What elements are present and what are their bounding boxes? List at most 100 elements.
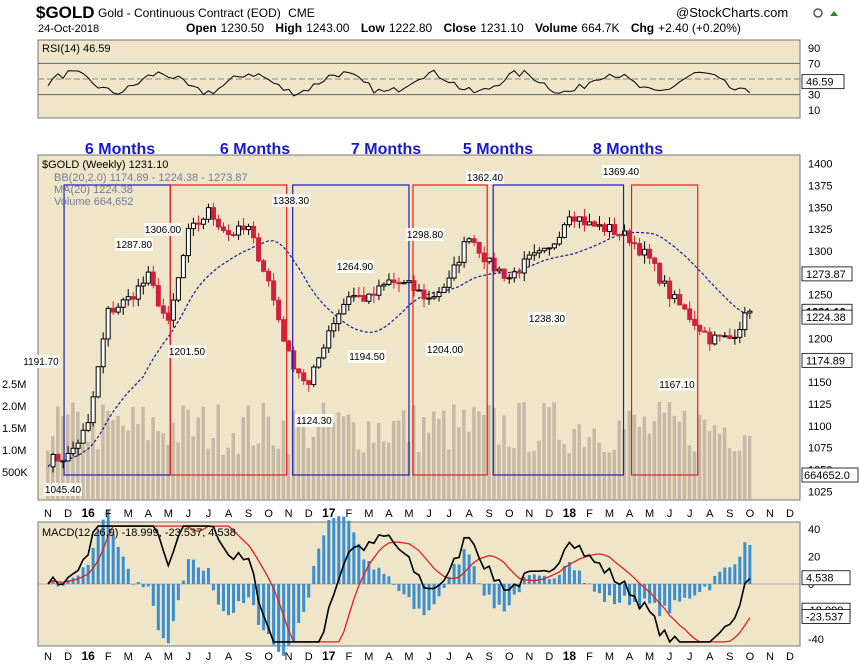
volume-bar xyxy=(507,446,511,500)
macd-histogram-bar xyxy=(412,584,416,609)
candle-body xyxy=(80,429,86,444)
price-tick-label: 1300 xyxy=(808,246,832,258)
volume-bar xyxy=(587,437,591,500)
price-annotation: 1362.40 xyxy=(467,173,504,184)
volume-bar xyxy=(567,453,571,500)
volume-bar xyxy=(291,410,296,500)
volume-bar xyxy=(717,433,722,500)
price-tick-label: 1250 xyxy=(808,290,832,302)
volume-bar xyxy=(141,406,145,500)
macd-histogram-bar xyxy=(492,584,496,609)
price-annotation-bg xyxy=(658,378,696,391)
macd-histogram-bar xyxy=(196,567,200,584)
period-box xyxy=(492,184,625,476)
price-annotation-bg xyxy=(22,355,60,368)
macd-histogram-bar xyxy=(357,543,361,584)
candle-body xyxy=(436,291,442,298)
macd-tick-label: 40 xyxy=(808,524,820,536)
volume-bar xyxy=(727,448,732,500)
macd-histogram-bar xyxy=(422,584,426,616)
candle-body xyxy=(246,225,252,231)
volume-bar xyxy=(452,404,456,500)
x-tick-label: A xyxy=(626,651,634,663)
volume-bar xyxy=(457,427,461,500)
price-value-tag-text: 1174.89 xyxy=(806,355,845,367)
candle-body xyxy=(707,331,713,345)
macd-histogram-bar xyxy=(708,584,712,591)
volume-bar xyxy=(552,402,556,500)
x-tick-label: N xyxy=(285,508,293,520)
candle-body xyxy=(185,228,191,257)
candle-body xyxy=(441,286,447,293)
volume-bar xyxy=(557,439,561,500)
candle-body xyxy=(717,334,723,337)
macd-histogram-bar xyxy=(332,517,336,584)
x-tick-label: D xyxy=(786,651,794,663)
volume-bar xyxy=(737,450,742,500)
volume-bar xyxy=(417,452,421,500)
volume-bar xyxy=(271,445,276,500)
volume-bar xyxy=(261,402,266,500)
volume-bar xyxy=(81,443,85,500)
period-box xyxy=(412,184,488,476)
macd-histogram-bar xyxy=(161,584,165,639)
volume-bar xyxy=(672,415,677,500)
macd-histogram-bar xyxy=(527,575,531,584)
macd-histogram-bar xyxy=(327,519,331,584)
macd-histogram-bar xyxy=(507,584,511,606)
candle-body xyxy=(601,224,607,232)
candle-body xyxy=(682,304,688,310)
volume-bar xyxy=(677,421,682,500)
volume-bar xyxy=(582,447,586,500)
volume-bar xyxy=(667,402,672,500)
price-tick-label: 1325 xyxy=(808,224,832,236)
x-tick-label: O xyxy=(746,651,755,663)
candle-body xyxy=(591,221,597,227)
volume-bar xyxy=(527,451,531,500)
macd-histogram-bar xyxy=(237,584,241,602)
volume-bar xyxy=(326,424,331,500)
volume-bar xyxy=(562,444,566,500)
candle-body xyxy=(667,280,673,300)
candle-body xyxy=(60,460,66,463)
price-annotation: 1194.50 xyxy=(349,352,385,363)
macd-histogram-bar xyxy=(653,584,657,603)
candle-body xyxy=(155,285,161,307)
macd-signal-line xyxy=(47,525,751,643)
volume-bar xyxy=(512,448,516,500)
gear-icon[interactable] xyxy=(813,8,823,18)
chart-header: $GOLD Gold - Continuous Contract (EOD) C… xyxy=(36,3,838,35)
macd-histogram-bar xyxy=(136,581,140,584)
volume-bar xyxy=(632,414,637,500)
candle-body xyxy=(541,247,547,252)
candle-body xyxy=(306,380,312,385)
candle-body xyxy=(657,262,663,284)
price-annotation: 1204.00 xyxy=(427,345,464,356)
macd-value-tag xyxy=(801,570,851,586)
volume-bar xyxy=(467,431,471,500)
candle-body xyxy=(316,357,322,368)
macd-histogram-bar xyxy=(171,584,175,622)
candle-body xyxy=(732,336,738,339)
macd-histogram-bar xyxy=(216,584,220,605)
price-tick-label: 1350 xyxy=(808,202,832,214)
macd-histogram-bar xyxy=(577,570,581,584)
candle-body xyxy=(566,216,572,226)
watermark: @StockCharts.com xyxy=(676,5,788,20)
x-tick-label: A xyxy=(706,508,714,520)
chevron-up-icon[interactable] xyxy=(830,11,838,16)
price-annotation: 1124.30 xyxy=(296,416,332,427)
candle-body xyxy=(366,293,372,302)
x-tick-label: O xyxy=(505,508,514,520)
volume-bar xyxy=(316,415,321,500)
macd-histogram-bar xyxy=(497,584,501,605)
x-tick-label: O xyxy=(264,651,273,663)
macd-histogram-bar xyxy=(417,584,421,609)
volume-bar xyxy=(206,448,210,500)
x-tick-label: A xyxy=(385,651,393,663)
volume-bar xyxy=(547,407,551,500)
instrument-name-text: Gold - Continuous Contract (EOD) xyxy=(98,6,281,20)
macd-histogram-bar xyxy=(287,584,291,646)
candle-body xyxy=(632,242,638,245)
settings-icons[interactable] xyxy=(813,8,838,18)
